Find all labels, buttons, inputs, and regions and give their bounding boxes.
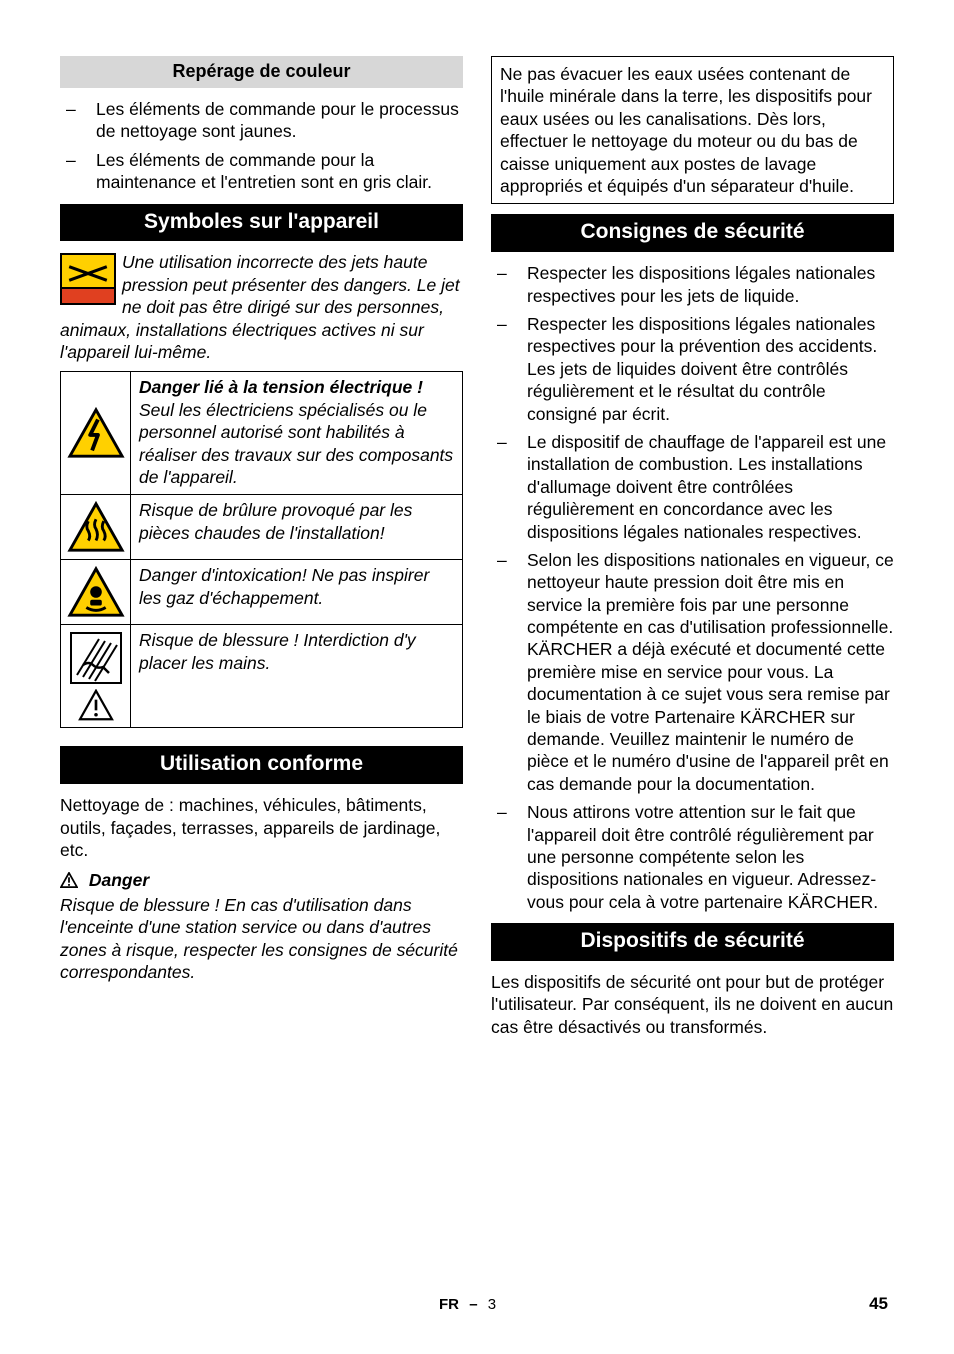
safety-instructions-list: Respecter les dispositions légales natio… xyxy=(491,262,894,913)
columns: Repérage de couleur Les éléments de comm… xyxy=(60,56,894,1294)
symbol-table: Danger lié à la tension électrique ! Seu… xyxy=(60,371,463,728)
proper-use-body: Nettoyage de : machines, véhicules, bâti… xyxy=(60,794,463,861)
no-spray-icon xyxy=(60,253,116,305)
page-footer: FR – 3 45 xyxy=(60,1294,894,1314)
list-item: Nous attirons votre attention sur le fai… xyxy=(491,801,894,913)
footer-seq: 3 xyxy=(488,1296,496,1313)
table-row: Risque de brûlure provoqué par les pièce… xyxy=(61,495,462,560)
page: Repérage de couleur Les éléments de comm… xyxy=(0,0,954,1354)
list-item: Le dispositif de chauffage de l'appareil… xyxy=(491,431,894,543)
list-item: Respecter les dispositions légales natio… xyxy=(491,313,894,425)
heading-safety-instructions: Consignes de sécurité xyxy=(491,214,894,252)
symbol-text: Risque de blessure ! Interdiction d'y pl… xyxy=(131,625,462,727)
symbols-intro: Une utilisation incorrecte des jets haut… xyxy=(60,251,463,363)
subheading-color-coding: Repérage de couleur xyxy=(60,56,463,88)
list-item: Les éléments de commande pour le process… xyxy=(60,98,463,143)
list-item: Selon les dispositions nationales en vig… xyxy=(491,549,894,795)
color-coding-list: Les éléments de commande pour le process… xyxy=(60,98,463,194)
table-row: Risque de blessure ! Interdiction d'y pl… xyxy=(61,625,462,727)
hot-surface-icon xyxy=(61,495,131,559)
safety-devices-body: Les dispositifs de sécurité ont pour but… xyxy=(491,971,894,1038)
symbol-body: Risque de blessure ! Interdiction d'y pl… xyxy=(139,630,416,672)
symbol-text: Danger d'intoxication! Ne pas inspirer l… xyxy=(131,560,462,624)
electric-hazard-icon xyxy=(61,372,131,494)
symbols-intro-text: Une utilisation incorrecte des jets haut… xyxy=(60,252,460,362)
page-number: 45 xyxy=(869,1294,888,1314)
footer-dash: – xyxy=(469,1296,477,1313)
table-row: Danger lié à la tension électrique ! Seu… xyxy=(61,372,462,495)
right-column: Ne pas évacuer les eaux usées contenant … xyxy=(491,56,894,1294)
footer-center: FR – 3 xyxy=(66,1296,869,1313)
heading-symbols: Symboles sur l'appareil xyxy=(60,204,463,242)
heading-safety-devices: Dispositifs de sécurité xyxy=(491,923,894,961)
symbol-title: Danger lié à la tension électrique ! xyxy=(139,377,423,397)
symbol-text: Danger lié à la tension électrique ! Seu… xyxy=(131,372,462,494)
warning-triangle-icon xyxy=(60,871,78,893)
danger-body: Risque de blessure ! En cas d'utilisatio… xyxy=(60,894,463,984)
toxic-gas-icon xyxy=(61,560,131,624)
symbol-body: Risque de brûlure provoqué par les pièce… xyxy=(139,500,412,542)
list-item: Respecter les dispositions légales natio… xyxy=(491,262,894,307)
footer-lang: FR xyxy=(439,1296,459,1313)
heading-proper-use: Utilisation conforme xyxy=(60,746,463,784)
symbol-body: Danger d'intoxication! Ne pas inspirer l… xyxy=(139,565,429,607)
wastewater-notice-box: Ne pas évacuer les eaux usées contenant … xyxy=(491,56,894,204)
symbol-body: Seul les électriciens spécialisés ou le … xyxy=(139,400,453,487)
left-column: Repérage de couleur Les éléments de comm… xyxy=(60,56,463,1294)
symbol-text: Risque de brûlure provoqué par les pièce… xyxy=(131,495,462,559)
list-item: Les éléments de commande pour la mainten… xyxy=(60,149,463,194)
hand-hazard-icon xyxy=(61,625,131,727)
danger-label: Danger xyxy=(89,870,149,890)
danger-heading: Danger xyxy=(60,869,463,893)
table-row: Danger d'intoxication! Ne pas inspirer l… xyxy=(61,560,462,625)
